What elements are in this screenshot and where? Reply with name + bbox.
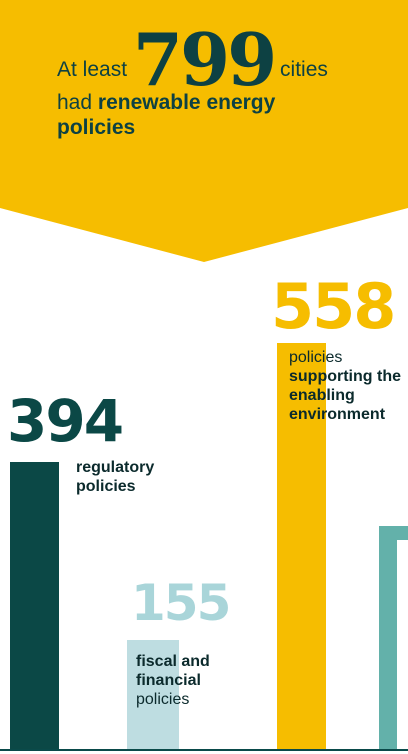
bar-fourth-inner	[397, 540, 408, 750]
value-label-fiscal: 155	[131, 574, 231, 632]
headline-line2-bold: renewable energy	[97, 91, 276, 114]
category-label-regulatory-bold: regulatory policies	[76, 459, 155, 495]
category-label-fiscal: fiscal and financial policies	[136, 652, 256, 709]
bar-regulatory	[10, 462, 59, 750]
chart-baseline	[0, 749, 408, 751]
headline-suffix: cities	[280, 58, 328, 81]
category-label-fiscal-bold: fiscal and financial	[136, 653, 210, 689]
banner-arrow-shape	[0, 0, 408, 262]
category-label-enabling-regular: policies	[289, 349, 343, 366]
bar-enabling	[277, 343, 326, 750]
bar-fiscal	[127, 640, 179, 750]
headline-line2-prefix: had	[57, 91, 93, 114]
value-label-regulatory: 394	[7, 387, 124, 455]
headline-prefix: At least	[57, 58, 128, 81]
headline-number: 799	[132, 17, 277, 102]
category-label-regulatory: regulatory policies	[76, 458, 206, 496]
category-label-enabling-bold: supporting the enabling environment	[289, 368, 401, 423]
headline-line3-bold: policies	[57, 116, 136, 139]
category-label-fiscal-regular: policies	[136, 691, 190, 708]
value-label-enabling: 558	[271, 270, 396, 343]
headline: At least 799 cities had renewable energy…	[57, 24, 397, 140]
category-label-enabling: policies supporting the enabling environ…	[289, 348, 408, 424]
headline-banner	[0, 0, 408, 262]
